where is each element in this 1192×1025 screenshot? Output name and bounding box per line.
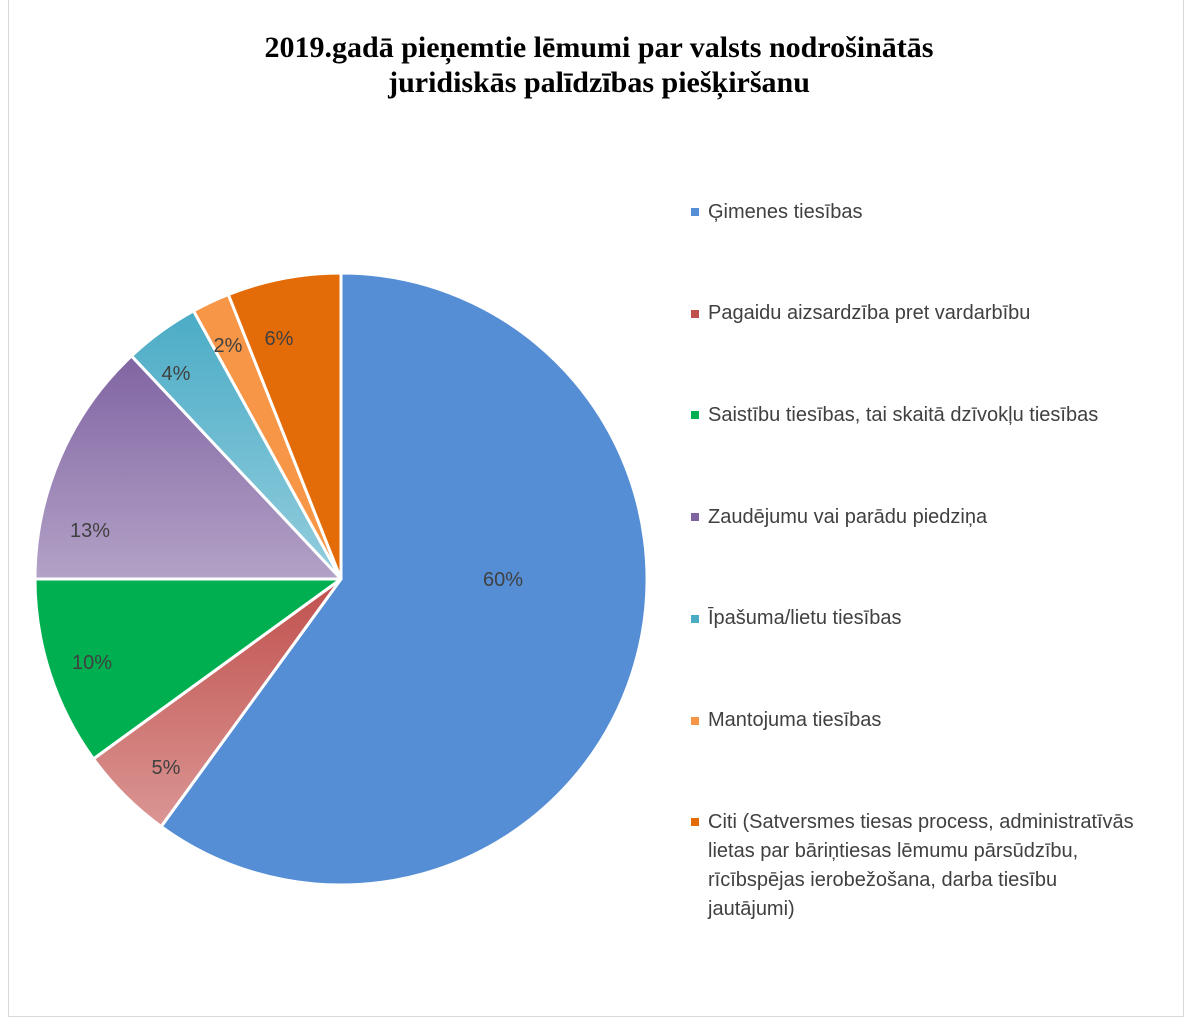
- pie-slice-zaudejumu-piedzina: [33, 354, 343, 581]
- legend-marker-square: [691, 208, 699, 216]
- legend-marker-square: [691, 309, 699, 318]
- pie-slice-saistibu-tiesibas: [33, 577, 343, 761]
- chart-title: 2019.gadā pieņemtie lēmumi par valsts no…: [264, 31, 934, 99]
- chart-area: [8, 0, 1184, 1017]
- pie-slice-gimenes-tiesibas: [159, 271, 649, 887]
- legend-item-mantojuma-tiesibas: Mantojuma tiesības: [691, 706, 1142, 735]
- legend-label: Īpašuma/lietu tiesības: [708, 607, 902, 630]
- legend-label: Pagaidu aizsardzība pret vardarbību: [708, 302, 1031, 325]
- data-label-saistibu-tiesibas: 10%: [72, 652, 112, 674]
- legend-marker-square: [691, 614, 699, 623]
- legend-item-ipasuma-tiesibas: Īpašuma/lietu tiesības: [691, 604, 1142, 633]
- legend-label: Citi (Satversmes tiesas process, adminis…: [708, 810, 1134, 920]
- legend-label: Ģimenes tiesības: [708, 200, 863, 223]
- legend-item-citi: Citi (Satversmes tiesas process, adminis…: [691, 808, 1142, 924]
- data-label-ipasuma-tiesibas: 4%: [162, 363, 191, 385]
- legend-item-gimenes-tiesibas: Ģimenes tiesības: [691, 198, 1142, 227]
- data-label-citi: 6%: [265, 328, 294, 350]
- legend-marker-square: [691, 716, 699, 725]
- legend-marker-square: [691, 818, 699, 827]
- pie-slice-citi: [226, 271, 343, 581]
- data-label-pagaidu-aizsardziba: 5%: [152, 757, 181, 779]
- data-label-mantojuma-tiesibas: 2%: [214, 335, 243, 357]
- legend-item-zaudejumu-piedzina: Zaudējumu vai parādu piedziņa: [691, 503, 1142, 532]
- legend-label: Mantojuma tiesības: [708, 709, 882, 731]
- legend-marker-square: [691, 411, 699, 420]
- data-label-zaudejumu-piedzina: 13%: [70, 520, 110, 542]
- legend-marker-square: [691, 513, 699, 522]
- legend-label: Zaudējumu vai parādu piedziņa: [708, 505, 988, 528]
- data-label-gimenes-tiesibas: 60%: [483, 569, 523, 591]
- pie-slices: [33, 271, 649, 887]
- legend-item-pagaidu-aizsardziba: Pagaidu aizsardzība pret vardarbību: [691, 299, 1142, 328]
- data-labels: 60% 5% 10% 13% 4% 2% 6%: [70, 328, 523, 779]
- legend-label: Saistību tiesības, tai skaitā dzīvokļu t…: [708, 403, 1099, 426]
- legend-item-saistibu-tiesibas: Saistību tiesības, tai skaitā dzīvokļu t…: [691, 401, 1142, 430]
